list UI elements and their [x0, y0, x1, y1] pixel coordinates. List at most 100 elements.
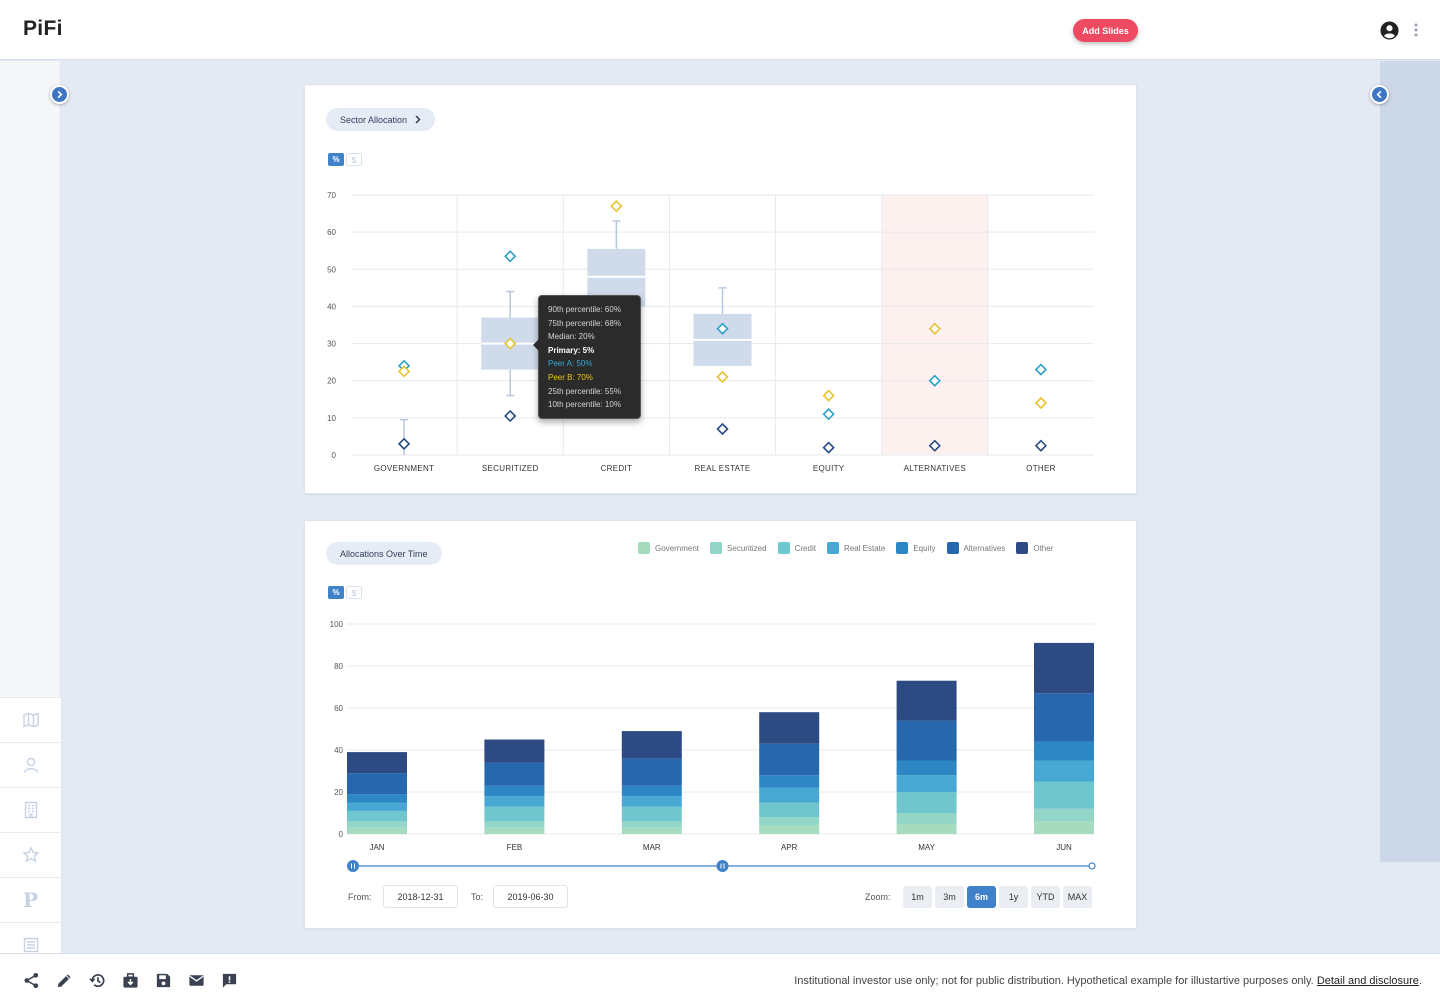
zoom-button-ytd[interactable]: YTD	[1031, 886, 1060, 908]
download-icon[interactable]	[122, 972, 139, 989]
disclosure-link[interactable]: Detail and disclosure	[1316, 975, 1419, 987]
bar-segment-real-estate	[896, 775, 957, 792]
from-date-input[interactable]: 2018-12-31	[383, 885, 458, 908]
y-tick-label: 100	[330, 620, 344, 629]
bar-segment-equity	[484, 785, 545, 797]
bar-segment-other	[621, 731, 682, 759]
account-circle-icon[interactable]	[1380, 21, 1399, 40]
range-slider-end-marker[interactable]	[1088, 862, 1096, 870]
bar-segment-credit	[896, 792, 957, 813]
sidebar-item-person[interactable]	[0, 743, 61, 788]
right-panel-toggle[interactable]	[1370, 85, 1389, 104]
share-icon[interactable]	[23, 972, 40, 989]
bar-segment-real-estate	[759, 787, 820, 803]
legend-swatch	[896, 542, 909, 554]
bar-segment-government	[759, 825, 820, 834]
sidebar-item-building[interactable]	[0, 788, 61, 833]
bar-segment-other	[484, 739, 545, 763]
y-tick-label: 0	[332, 451, 337, 460]
sector-allocation-title-pill[interactable]: Sector Allocation	[326, 108, 436, 131]
legend-item-other[interactable]: Other	[1016, 542, 1053, 554]
legend-label: Government	[655, 543, 700, 553]
primary-marker	[504, 409, 517, 423]
legend-item-government[interactable]: Government	[638, 542, 699, 554]
legend-swatch	[777, 542, 790, 554]
star-icon	[21, 846, 40, 863]
feedback-icon[interactable]	[221, 972, 238, 989]
legend-item-securitized[interactable]: Securitized	[710, 542, 767, 554]
legend-swatch	[946, 542, 959, 554]
x-tick-label: REAL ESTATE	[694, 464, 750, 473]
bar-segment-credit	[621, 806, 682, 822]
bar-segment-equity	[1034, 741, 1094, 761]
x-tick-label: FEB	[507, 843, 523, 852]
dollar-toggle-button[interactable]: $	[346, 586, 362, 599]
range-slider-end-handle[interactable]	[716, 860, 729, 872]
zoom-button-1y[interactable]: 1y	[999, 886, 1028, 908]
zoom-button-1m[interactable]: 1m	[903, 886, 932, 908]
x-tick-label: GOVERNMENT	[374, 464, 434, 473]
allocations-title-pill[interactable]: Allocations Over Time	[326, 542, 442, 565]
left-sidebar: P	[0, 61, 61, 1005]
left-panel-toggle[interactable]	[50, 85, 69, 104]
primary-marker	[822, 441, 835, 454]
mail-icon[interactable]	[188, 972, 205, 989]
peer-a-marker	[716, 322, 729, 335]
bar-segment-equity	[896, 760, 957, 776]
x-tick-label: MAY	[918, 843, 935, 852]
sidebar-item-map[interactable]	[0, 698, 61, 743]
zoom-button-3m[interactable]: 3m	[935, 886, 964, 908]
zoom-button-max[interactable]: MAX	[1063, 886, 1092, 908]
add-slides-button[interactable]: Add Slides	[1073, 19, 1138, 42]
slider-handle-knob	[347, 860, 359, 872]
legend-item-real-estate[interactable]: Real Estate	[826, 542, 885, 554]
map-icon	[22, 712, 39, 728]
allocations-stacked-bar-chart: 0 20 40 60 80 100 JAN FEB MAR APR MAY JUN	[330, 620, 1096, 872]
save-icon[interactable]	[155, 972, 172, 989]
disclaimer-text: Institutional investor use only; not for…	[794, 975, 1314, 987]
tooltip-p75: 75th percentile: 68%	[548, 318, 621, 328]
peer-b-marker	[397, 365, 411, 378]
bar-segment-securitized	[1034, 808, 1094, 822]
x-tick-label: MAR	[643, 843, 661, 852]
bar-segment-real-estate	[621, 796, 682, 807]
tooltip-p90: 90th percentile: 60%	[548, 305, 621, 314]
percent-toggle-button[interactable]: %	[328, 586, 344, 599]
sidebar-item-p[interactable]: P	[0, 878, 61, 923]
dollar-toggle-button[interactable]: $	[346, 153, 362, 166]
x-tick-label: JUN	[1056, 843, 1072, 852]
edit-icon[interactable]	[56, 972, 73, 989]
list-icon	[23, 937, 38, 953]
bar-segment-equity	[347, 794, 407, 803]
to-date-input[interactable]: 2019-06-30	[493, 885, 568, 908]
bar-segment-real-estate	[1034, 760, 1094, 782]
tooltip-primary: Primary: 5%	[548, 345, 595, 355]
bar-segment-credit	[484, 806, 545, 822]
percent-toggle-button[interactable]: %	[328, 153, 344, 166]
top-bar: PiFi Add Slides	[0, 0, 1440, 60]
legend-label: Other	[1033, 543, 1054, 553]
bar-segment-government	[621, 827, 682, 834]
bar-segment-securitized	[621, 821, 682, 828]
zoom-button-group: 1m 3m 6m 1y YTD MAX	[903, 886, 1092, 908]
legend-swatch	[1016, 542, 1029, 554]
legend-item-alternatives[interactable]: Alternatives	[946, 542, 1005, 554]
more-vertical-icon[interactable]	[1410, 22, 1422, 38]
legend-item-credit[interactable]: Credit	[777, 542, 816, 554]
range-slider-start-handle[interactable]	[347, 860, 359, 872]
sidebar-item-favorites[interactable]	[0, 833, 61, 878]
legend-label: Securitized	[727, 543, 767, 553]
y-tick-label: 0	[339, 830, 344, 839]
peer-a-marker	[504, 250, 517, 263]
bar-segment-equity	[621, 785, 682, 797]
x-tick-label: OTHER	[1026, 464, 1056, 473]
tooltip-peer-b: Peer B: 70%	[548, 372, 593, 382]
bar-segment-other	[896, 680, 957, 721]
bar-segment-alternatives	[759, 743, 820, 776]
history-icon[interactable]	[89, 972, 106, 989]
zoom-button-6m[interactable]: 6m	[967, 886, 996, 908]
bar-segment-securitized	[896, 813, 957, 824]
y-tick-label: 40	[327, 302, 336, 311]
legend-item-equity[interactable]: Equity	[896, 542, 936, 554]
bar-segment-government	[484, 827, 545, 834]
